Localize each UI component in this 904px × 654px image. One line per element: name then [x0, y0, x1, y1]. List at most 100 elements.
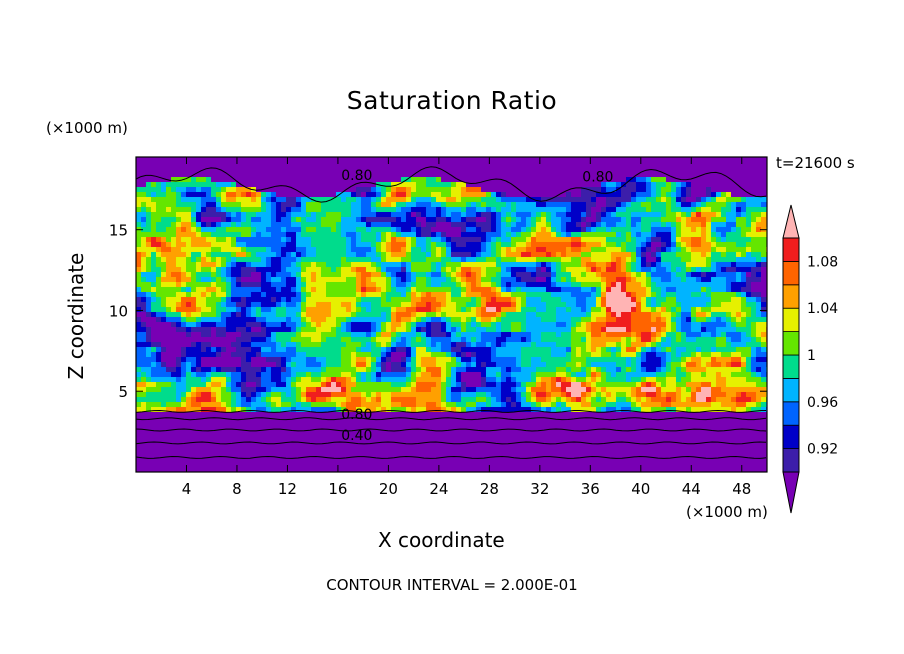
heatmap-cell: [466, 217, 472, 223]
heatmap-cell: [701, 202, 707, 208]
heatmap-cell: [736, 227, 742, 233]
heatmap-cell: [421, 332, 427, 338]
heatmap-cell: [361, 187, 367, 193]
heatmap-cell: [561, 277, 567, 283]
heatmap-cell: [706, 222, 712, 228]
heatmap-cell: [686, 202, 692, 208]
heatmap-cell: [601, 252, 607, 258]
heatmap-cell: [531, 282, 537, 288]
heatmap-cell: [156, 342, 162, 348]
heatmap-cell: [631, 267, 637, 273]
heatmap-cell: [401, 322, 407, 328]
heatmap-cell: [651, 337, 657, 343]
heatmap-cell: [481, 252, 487, 258]
heatmap-cell: [576, 312, 582, 318]
heatmap-cell: [266, 272, 272, 278]
heatmap-cell: [611, 177, 617, 183]
heatmap-cell: [396, 217, 402, 223]
heatmap-cell: [401, 217, 407, 223]
heatmap-cell: [731, 242, 737, 248]
heatmap-cell: [261, 242, 267, 248]
heatmap-cell: [256, 307, 262, 313]
heatmap-cell: [736, 237, 742, 243]
heatmap-cell: [291, 217, 297, 223]
heatmap-cell: [511, 272, 517, 278]
heatmap-cell: [706, 232, 712, 238]
heatmap-cell: [391, 182, 397, 188]
heatmap-cell: [361, 247, 367, 253]
heatmap-cell: [711, 327, 717, 333]
heatmap-cell: [696, 247, 702, 253]
heatmap-cell: [226, 282, 232, 288]
heatmap-cell: [581, 322, 587, 328]
heatmap-cell: [221, 232, 227, 238]
heatmap-cell: [291, 292, 297, 298]
heatmap-cell: [691, 277, 697, 283]
heatmap-cell: [326, 337, 332, 343]
heatmap-cell: [296, 327, 302, 333]
heatmap-cell: [506, 307, 512, 313]
heatmap-cell: [496, 227, 502, 233]
heatmap-cell: [456, 272, 462, 278]
heatmap-cell: [531, 227, 537, 233]
heatmap-cell: [371, 227, 377, 233]
heatmap-cell: [576, 327, 582, 333]
heatmap-cell: [146, 187, 152, 193]
heatmap-cell: [371, 247, 377, 253]
heatmap-cell: [741, 267, 747, 273]
heatmap-cell: [696, 172, 702, 178]
heatmap-cell: [531, 247, 537, 253]
heatmap-cell: [686, 282, 692, 288]
heatmap-cell: [261, 267, 267, 273]
heatmap-cell: [716, 212, 722, 218]
heatmap-cell: [511, 197, 517, 203]
heatmap-cell: [591, 267, 597, 273]
heatmap-cell: [136, 262, 142, 268]
heatmap-cell: [726, 322, 732, 328]
heatmap-cell: [531, 217, 537, 223]
heatmap-cell: [406, 187, 412, 193]
heatmap-cell: [446, 172, 452, 178]
heatmap-cell: [136, 212, 142, 218]
heatmap-cell: [571, 267, 577, 273]
heatmap-cell: [566, 322, 572, 328]
heatmap-cell: [366, 312, 372, 318]
heatmap-cell: [411, 192, 417, 198]
heatmap-cell: [596, 342, 602, 348]
heatmap-cell: [261, 287, 267, 293]
heatmap-cell: [276, 157, 282, 163]
heatmap-cell: [431, 177, 437, 183]
heatmap-cell: [396, 202, 402, 208]
heatmap-cell: [741, 177, 747, 183]
heatmap-cell: [326, 242, 332, 248]
heatmap-cell: [726, 232, 732, 238]
heatmap-cell: [551, 222, 557, 228]
heatmap-cell: [741, 237, 747, 243]
heatmap-cell: [611, 267, 617, 273]
heatmap-cell: [216, 172, 222, 178]
heatmap-cell: [626, 332, 632, 338]
heatmap-cell: [316, 252, 322, 258]
heatmap-cell: [736, 187, 742, 193]
heatmap-cell: [351, 292, 357, 298]
heatmap-cell: [286, 292, 292, 298]
heatmap-cell: [486, 317, 492, 323]
heatmap-cell: [656, 157, 662, 163]
heatmap-cell: [306, 187, 312, 193]
heatmap-cell: [541, 247, 547, 253]
heatmap-cell: [516, 237, 522, 243]
heatmap-cell: [371, 302, 377, 308]
heatmap-cell: [391, 247, 397, 253]
heatmap-cell: [301, 317, 307, 323]
heatmap-cell: [226, 157, 232, 163]
heatmap-cell: [296, 242, 302, 248]
heatmap-cell: [366, 317, 372, 323]
heatmap-cell: [616, 272, 622, 278]
heatmap-cell: [396, 242, 402, 248]
heatmap-cell: [421, 267, 427, 273]
heatmap-cell: [286, 352, 292, 358]
heatmap-cell: [236, 257, 242, 263]
heatmap-cell: [226, 217, 232, 223]
heatmap-cell: [151, 202, 157, 208]
heatmap-cell: [416, 217, 422, 223]
